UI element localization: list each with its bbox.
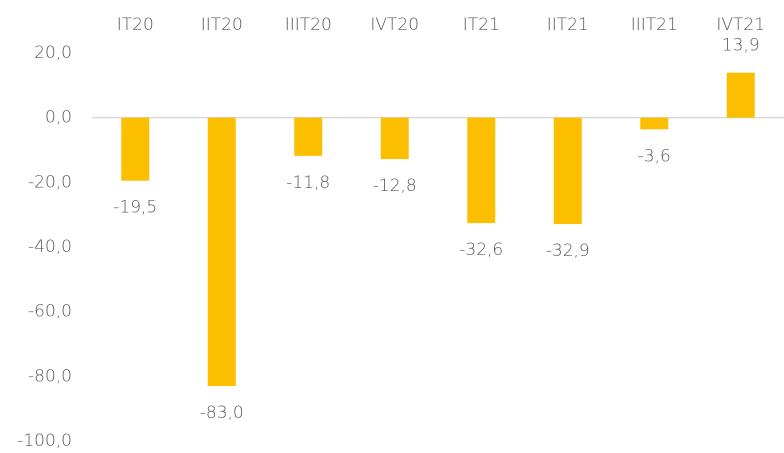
bar [207, 117, 236, 387]
y-tick-label: -100,0 [17, 431, 72, 451]
bar [121, 117, 150, 181]
bar [553, 117, 582, 225]
y-tick-label: -80,0 [28, 366, 72, 386]
y-tick-label: 0,0 [45, 108, 72, 128]
y-tick-label: -20,0 [28, 172, 72, 192]
bar [726, 72, 755, 118]
x-tick-label: IIT21 [547, 15, 589, 35]
value-label: -12,8 [373, 176, 417, 196]
value-label: 13,9 [722, 36, 760, 56]
y-tick-label: 20,0 [34, 43, 72, 63]
x-tick-label: IIT20 [201, 15, 243, 35]
bar [294, 117, 323, 156]
x-tick-label: IVT20 [370, 15, 419, 35]
value-label: -32,9 [546, 241, 590, 261]
y-tick-label: -40,0 [28, 237, 72, 257]
x-tick-label: IIIT21 [631, 15, 678, 35]
value-label: -83,0 [200, 403, 244, 423]
x-tick-label: IT21 [463, 15, 500, 35]
value-label: -11,8 [286, 173, 330, 193]
bar [467, 117, 496, 224]
x-tick-label: IT20 [117, 15, 154, 35]
bar [640, 117, 669, 130]
bar [380, 117, 409, 160]
x-tick-label: IIIT20 [285, 15, 332, 35]
y-tick-label: -60,0 [28, 302, 72, 322]
value-label: -3,6 [638, 146, 671, 166]
x-tick-label: IVT21 [716, 15, 765, 35]
value-label: -32,6 [459, 240, 503, 260]
value-label: -19,5 [113, 198, 157, 218]
